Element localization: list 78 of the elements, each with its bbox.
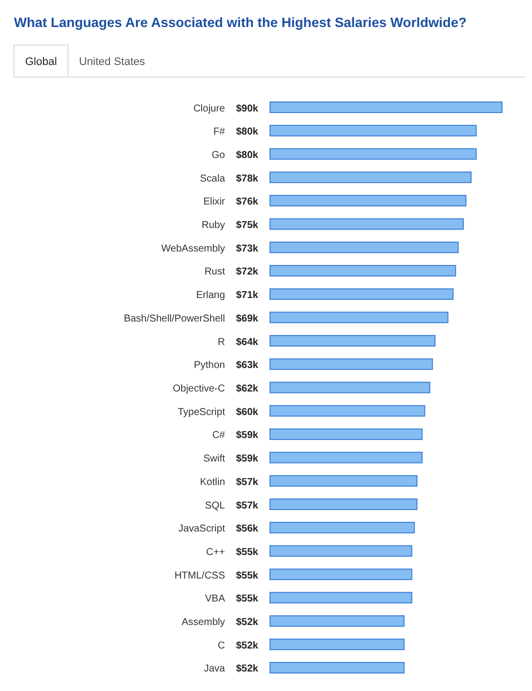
data-label: $78k [236,173,259,184]
y-tick-label: Java [204,664,226,675]
data-label: $72k [236,266,259,278]
bar [270,358,433,370]
y-tick-label: Rust [204,266,226,278]
text: Global [25,56,57,68]
y-tick-label: Ruby [202,220,225,232]
bar [270,498,418,510]
bar [270,288,454,300]
y-tick-label: C# [212,430,226,442]
data-label: $80k [236,126,259,138]
data-label: $59k [236,430,259,442]
y-tick-label: Kotlin [200,476,225,488]
bar [270,264,456,276]
data-label: $55k [236,594,259,605]
bar [270,568,412,580]
y-tick-label: R [218,336,225,348]
data-label: $90k [236,103,259,114]
data-label: $62k [236,384,259,394]
bar [270,638,405,650]
bar [270,662,405,674]
data-label: $57k [236,476,259,488]
data-label: $60k [236,406,259,418]
y-tick-label: F# [213,126,226,138]
data-label: $55k [236,546,259,558]
data-label: $57k [236,500,259,512]
y-tick-label: TypeScript [178,406,226,418]
text: United States [78,56,146,68]
y-tick-label: Bash/Shell/PowerShell [124,313,225,324]
data-label: $75k [236,220,259,232]
bar [270,428,423,440]
y-tick-label: Elixir [203,196,226,208]
y-tick-label: Python [194,360,225,372]
data-label: $52k [236,664,259,675]
bar [270,218,464,230]
y-tick-label: HTML/CSS [174,570,226,582]
data-label: $56k [236,524,259,535]
bar [270,475,418,487]
data-label: $69k [236,313,259,324]
bar [270,545,412,557]
y-tick-label: C [218,640,225,652]
y-tick-label: Objective-C [172,384,225,394]
bar [270,124,477,136]
bar [270,382,430,394]
data-label: $73k [236,243,259,254]
y-tick-label: Go [212,150,226,161]
y-tick-label: C++ [206,546,226,558]
bar [270,194,466,206]
y-tick-label: JavaScript [178,524,226,535]
y-tick-label: Assembly [182,617,225,628]
bar [270,335,436,347]
y-tick-label: SQL [204,500,226,512]
data-label: $59k [236,454,259,465]
bar [270,242,459,254]
data-label: $52k [236,640,259,652]
chart-title: What Languages Are Associated with the Highest Salaries Worldwide? [14,15,467,30]
bar [270,405,426,417]
bar [270,172,472,184]
y-tick-label: WebAssembly [161,243,225,254]
bar [270,522,415,534]
bar [270,148,477,160]
data-label: $63k [236,360,259,372]
data-label: $80k [236,150,259,161]
y-tick-label: Scala [200,173,226,184]
bar [270,615,405,627]
data-label: $52k [236,617,259,628]
data-label: $64k [236,336,259,348]
bar [270,312,448,324]
data-label: $71k [236,290,259,302]
bar [270,102,502,114]
bar [270,452,423,464]
y-tick-label: VBA [204,594,226,605]
data-label: $76k [236,196,259,208]
y-tick-label: Erlang [196,290,225,302]
bar [270,592,412,604]
y-tick-label: Swift [203,454,226,465]
y-tick-label: Clojure [193,103,226,114]
data-label: $55k [236,570,259,582]
